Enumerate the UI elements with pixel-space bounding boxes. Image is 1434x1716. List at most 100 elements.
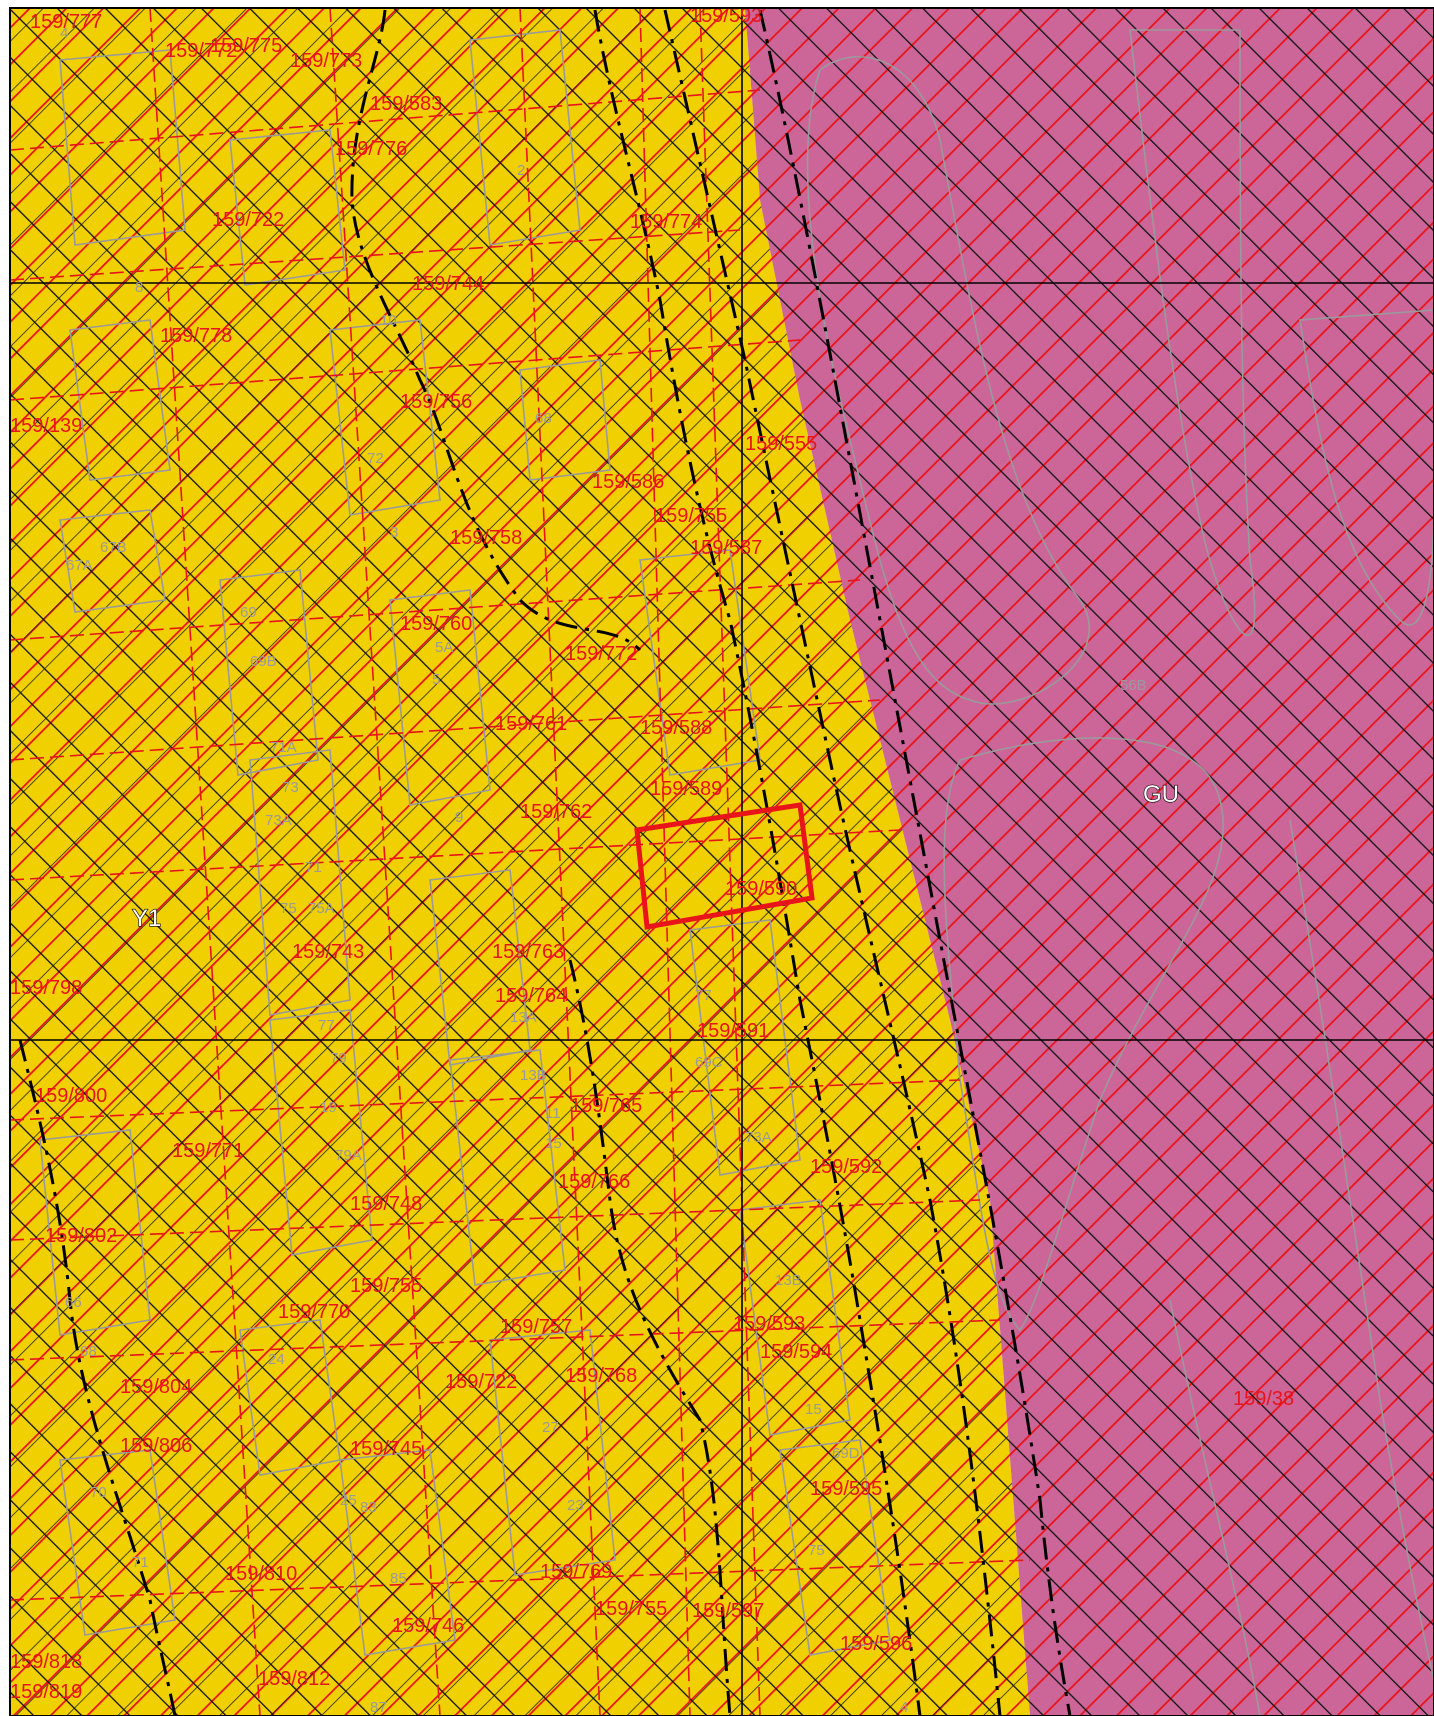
red-boundary-line [699, 8, 761, 1716]
parcel-label: 159/748 [350, 1193, 422, 1215]
parcel-label: 159/746 [392, 1615, 464, 1637]
parcel-label: 159/722 [212, 209, 284, 231]
house-number-label: 75A [308, 900, 335, 917]
parcel-label: 159/597 [692, 1600, 764, 1622]
house-number-label: 13A [510, 1009, 537, 1026]
parcel-outline [69, 319, 171, 481]
house-number-label: 71 [305, 859, 322, 876]
parcel-label: 159/593 [690, 5, 762, 27]
house-number-label: 69D [832, 1445, 860, 1462]
parcel-label: 159/590 [725, 878, 797, 900]
house-number-label: 83 [360, 1499, 377, 1516]
house-number-label: 13B [775, 1272, 802, 1289]
parcel-label: 159/802 [45, 1225, 117, 1247]
house-number-label: 87 [370, 1699, 387, 1716]
house-number-label: 73A [265, 812, 292, 829]
parcel-outline [219, 569, 319, 776]
parcel-label: 159/800 [35, 1085, 107, 1107]
house-number-label: 2 [517, 162, 525, 179]
parcel-outline [1289, 819, 1434, 1681]
house-number-label: 68 [80, 1343, 97, 1360]
house-number-label: 15 [545, 1135, 562, 1152]
house-number-label: 8 [135, 279, 143, 296]
selected-parcel-box[interactable] [634, 802, 815, 930]
red-boundary-line [10, 829, 901, 881]
house-number-label: 77 [318, 1017, 335, 1034]
house-number-label: 72 [367, 450, 384, 467]
parcel-label: 159/743 [292, 941, 364, 963]
parcel-outline [519, 359, 611, 481]
parcel-outline [1299, 309, 1434, 626]
parcel-label: 159/583 [370, 93, 442, 115]
parcel-outline [739, 1199, 851, 1436]
parcel-label: 159/772 [165, 40, 237, 62]
house-number-label: 75 [280, 900, 297, 917]
parcel-label: 159/595 [810, 1478, 882, 1500]
house-number-label: 73 [282, 779, 299, 796]
house-number-label: 19 [320, 1099, 337, 1116]
red-parcel-boundaries [10, 8, 1031, 1716]
parcel-label: 159/798 [10, 977, 82, 999]
house-number-label: 4 [60, 25, 68, 42]
parcel-label: 159/756 [400, 391, 472, 413]
house-number-label: 25 [340, 1492, 357, 1509]
parcel-label: 159/773 [290, 50, 362, 72]
parcel-outlines [39, 29, 1434, 1716]
red-boundary-line [639, 8, 691, 1716]
parcel-label: 159/765 [570, 1095, 642, 1117]
house-number-label: 85 [390, 1570, 407, 1587]
parcel-label: 159/810 [225, 1563, 297, 1585]
parcel-outline [269, 1009, 373, 1256]
parcel-label: 159/764 [495, 985, 567, 1007]
parcel-label: 159/760 [400, 613, 472, 635]
black-boundary-lines [18, 9, 1072, 1716]
house-number-label: 5 [432, 671, 440, 688]
parcel-label: 159/766 [558, 1171, 630, 1193]
parcel-label: 159/588 [640, 717, 712, 739]
house-number-label: 5A [435, 639, 453, 656]
parcel-label: 159/774 [630, 211, 702, 233]
house-number-label: 79A [335, 1147, 362, 1164]
red-boundary-line [10, 579, 861, 641]
parcel-outline [429, 869, 531, 1066]
parcel-outline [339, 1449, 456, 1656]
map-grid [10, 8, 1434, 1716]
parcel-label: 159/592 [810, 1156, 882, 1178]
house-number-label: 77 [695, 987, 712, 1004]
red-boundary-line [10, 699, 881, 761]
parcel-label: 159/555 [745, 433, 817, 455]
house-number-label: 71A [270, 739, 297, 756]
red-boundary-line [10, 1559, 1031, 1601]
parcel-label: 159/769 [540, 1561, 612, 1583]
parcel-label: 159/586 [592, 471, 664, 493]
house-number-label: 67B [100, 539, 127, 556]
house-number-label: 13B [520, 1067, 547, 1084]
house-number-label: 67A [66, 557, 93, 574]
house-number-label: 68 [535, 410, 552, 427]
parcel-outline [449, 1049, 566, 1286]
parcel-outline [1169, 1299, 1261, 1716]
parcel-outline [249, 749, 351, 1016]
parcel-label: 159/777 [30, 11, 102, 33]
parcel-label: 159/776 [335, 138, 407, 160]
house-number-label: 79 [330, 1050, 347, 1067]
house-number-label: 23 [567, 1497, 584, 1514]
red-boundary-line [10, 89, 761, 151]
house-number-label: 9 [455, 809, 463, 826]
parcel-outline [59, 49, 186, 246]
parcel-label: 159/770 [278, 1301, 350, 1323]
parcel-label: 159/139 [10, 415, 82, 437]
house-number-label: 71 [132, 1554, 149, 1571]
house-number-label: 15 [805, 1401, 822, 1418]
house-number-label: 69 [240, 604, 257, 621]
parcel-label: 159/596 [840, 1633, 912, 1655]
house-number-label: 4 [900, 1699, 908, 1716]
red-boundary-line [329, 8, 441, 1716]
house-number-label: 27 [542, 1419, 559, 1436]
house-number-label: 66 [65, 1294, 82, 1311]
parcel-label: 159/744 [412, 273, 484, 295]
parcel-outline [39, 1129, 151, 1336]
parcel-label: 159/38 [1233, 1388, 1294, 1410]
parcel-label: 159/812 [258, 1668, 330, 1690]
